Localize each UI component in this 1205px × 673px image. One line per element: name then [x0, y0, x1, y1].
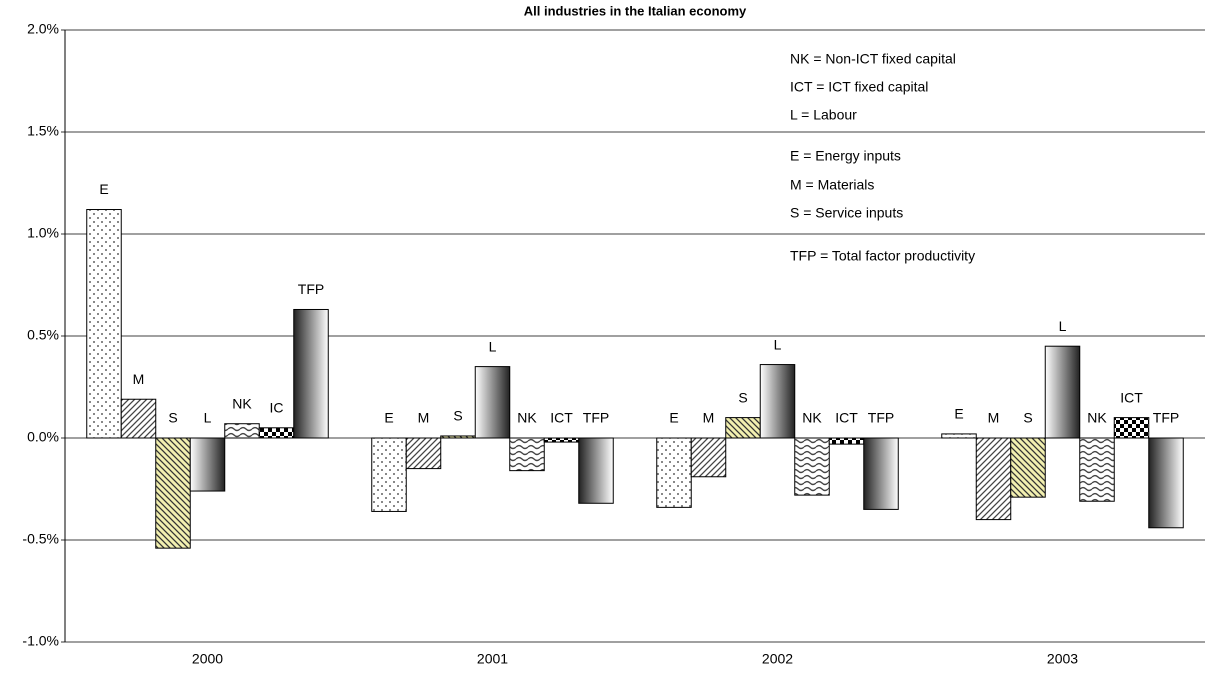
x-tick-label: 2003 [1047, 651, 1078, 667]
bar-label: S [453, 408, 462, 424]
y-tick-label: 1.0% [27, 225, 59, 241]
bar [224, 423, 260, 439]
bar-label: TFP [583, 410, 609, 426]
bar [1044, 345, 1081, 439]
bar [371, 437, 407, 512]
annotation: ICT = ICT fixed capital [790, 79, 928, 95]
bar-label: E [954, 406, 963, 422]
annotation: NK = Non-ICT fixed capital [790, 51, 956, 67]
x-tick-label: 2002 [762, 651, 793, 667]
bar-label: S [738, 389, 747, 405]
bar [509, 437, 545, 472]
bar [863, 437, 899, 510]
bar [1010, 437, 1046, 498]
annotation: S = Service inputs [790, 205, 903, 221]
bar [474, 366, 511, 439]
bar [86, 209, 122, 439]
y-tick-label: -1.0% [22, 633, 59, 649]
bar-label: S [1023, 410, 1032, 426]
bar-label: NK [517, 410, 537, 426]
bar [1113, 417, 1150, 439]
bar-label: TFP [298, 281, 324, 297]
bar-label: M [988, 410, 1000, 426]
bar [258, 427, 295, 439]
bar [794, 437, 830, 496]
bar [759, 364, 796, 439]
bar-label: ICT [835, 410, 858, 426]
bar [975, 437, 1012, 521]
bar [941, 433, 977, 439]
bar-label: L [1059, 318, 1067, 334]
bar [1079, 437, 1115, 502]
bar-label: S [168, 410, 177, 426]
bar-label: L [489, 338, 497, 354]
bar [1148, 437, 1184, 529]
y-tick-label: -0.5% [22, 531, 59, 547]
bar-label: E [384, 410, 393, 426]
annotation: E = Energy inputs [790, 148, 901, 164]
y-tick-label: 2.0% [27, 21, 59, 37]
bar [120, 398, 157, 439]
bar [405, 437, 442, 470]
y-tick-label: 0.5% [27, 327, 59, 343]
bar-label: M [703, 410, 715, 426]
bar-label: E [99, 181, 108, 197]
bar [440, 435, 476, 439]
bar-label: NK [232, 395, 252, 411]
chart-title: All industries in the Italian economy [524, 3, 747, 18]
bar-label: IC [270, 400, 284, 416]
bar [828, 437, 865, 445]
bar-label: TFP [868, 410, 894, 426]
bar [155, 437, 191, 549]
annotation: M = Materials [790, 177, 874, 193]
bar-label: NK [1087, 410, 1107, 426]
bar-label: NK [802, 410, 822, 426]
bar [725, 417, 761, 439]
y-tick-label: 0.0% [27, 429, 59, 445]
bar [656, 437, 692, 508]
bar-label: L [774, 336, 782, 352]
x-tick-label: 2001 [477, 651, 508, 667]
bar-label: L [204, 410, 212, 426]
y-tick-label: 1.5% [27, 123, 59, 139]
bar [293, 308, 329, 439]
bar-label: ICT [1120, 389, 1143, 405]
bar-label: TFP [1153, 410, 1179, 426]
bar-label: M [418, 410, 430, 426]
annotation: TFP = Total factor productivity [790, 248, 975, 264]
bar [690, 437, 727, 478]
bar [543, 437, 580, 443]
bar [578, 437, 614, 504]
bar-label: ICT [550, 410, 573, 426]
bar-label: E [669, 410, 678, 426]
x-tick-label: 2000 [192, 651, 223, 667]
bar [189, 437, 226, 492]
annotation: L = Labour [790, 107, 857, 123]
bar-label: M [133, 371, 145, 387]
